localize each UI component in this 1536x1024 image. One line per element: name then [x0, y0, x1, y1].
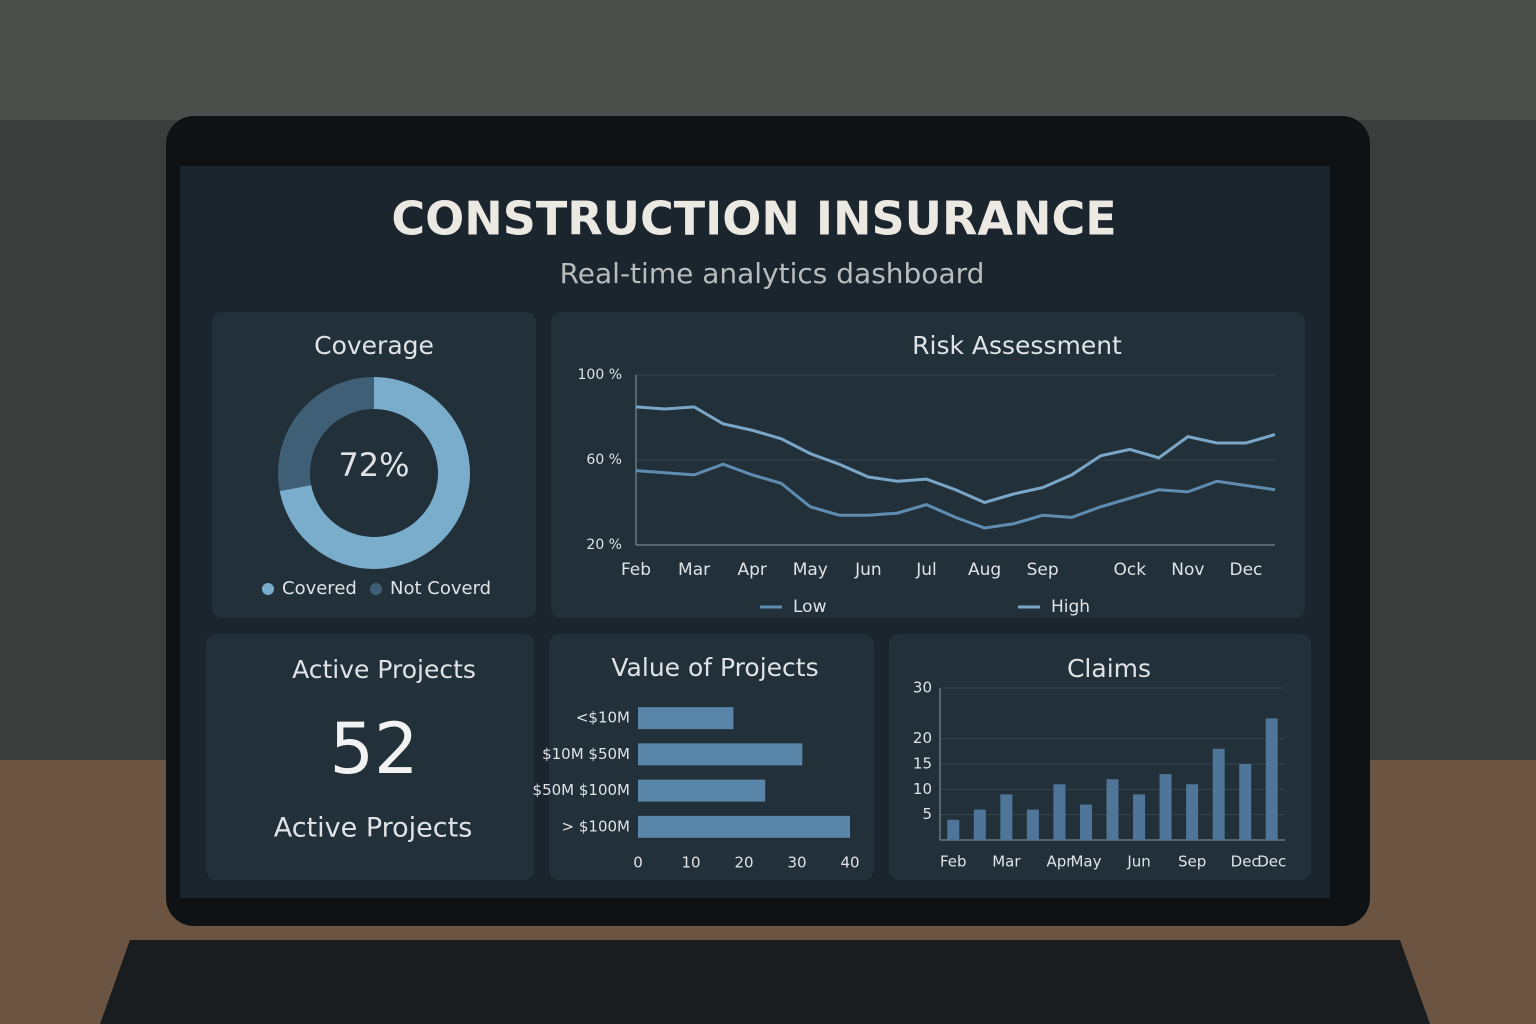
- line-series: [635, 405, 1276, 505]
- bar: [1265, 718, 1278, 840]
- y-tick-label: 30: [913, 679, 932, 697]
- x-tick-label: Mar: [992, 853, 1021, 871]
- x-tick-label: Jul: [915, 560, 937, 580]
- x-tick-label: Sep: [1178, 853, 1206, 871]
- x-tick-label: 40: [840, 854, 859, 872]
- y-tick-label: 60 %: [586, 452, 622, 468]
- x-tick-label: Feb: [621, 560, 651, 580]
- bar: [1106, 779, 1119, 840]
- chart-title: Risk Assessment: [912, 331, 1122, 360]
- x-tick-label: Jun: [1126, 853, 1150, 871]
- line-series: [635, 462, 1276, 530]
- x-tick-label: 20: [734, 854, 753, 872]
- y-tick-label: > $100M: [562, 817, 630, 835]
- bar: [638, 779, 766, 802]
- panel: [551, 312, 1305, 618]
- legend-swatch: [370, 583, 382, 595]
- x-tick-label: 10: [681, 854, 700, 872]
- y-tick-label: 20: [913, 729, 932, 747]
- bar: [1000, 794, 1013, 840]
- x-tick-label: 0: [633, 854, 643, 872]
- chart-title: Value of Projects: [611, 653, 818, 682]
- panel: [889, 634, 1311, 880]
- x-tick-label: 30: [787, 854, 806, 872]
- bar: [1079, 804, 1092, 840]
- y-tick-label: 100 %: [578, 367, 622, 383]
- y-tick-label: 5: [922, 805, 932, 823]
- panel: [212, 312, 536, 618]
- x-tick-label: Jun: [854, 560, 882, 580]
- bar: [1133, 794, 1146, 840]
- y-tick-label: 20 %: [586, 537, 622, 553]
- x-tick-label: Sep: [1027, 560, 1059, 580]
- center-label: 72%: [338, 446, 409, 484]
- dashboard-title: CONSTRUCTION INSURANCE: [391, 192, 1116, 246]
- bar: [638, 815, 850, 838]
- chart-title: Claims: [1067, 654, 1151, 683]
- x-tick-label: Mar: [678, 560, 710, 580]
- donut-slice: [279, 377, 470, 569]
- x-tick-label: Apr: [737, 560, 766, 580]
- x-tick-label: Nov: [1171, 560, 1204, 580]
- y-tick-label: $10M $50M: [542, 745, 630, 763]
- legend-label: High: [1051, 597, 1090, 617]
- kpi-caption: Active Projects: [274, 813, 473, 844]
- kpi-value: 52: [329, 708, 418, 790]
- legend-label: Covered: [282, 578, 357, 599]
- y-tick-label: <$10M: [576, 709, 630, 727]
- y-tick-label: 10: [913, 780, 932, 798]
- chart-title: Coverage: [314, 331, 434, 360]
- legend-label: Not Coverd: [390, 578, 491, 599]
- legend-swatch: [262, 583, 274, 595]
- dashboard-subtitle: Real-time analytics dashboard: [560, 257, 985, 290]
- bar: [1026, 809, 1039, 840]
- bar: [1053, 784, 1066, 840]
- x-tick-label: Dec: [1231, 853, 1260, 871]
- bar: [1239, 764, 1252, 840]
- y-tick-label: $50M $100M: [533, 781, 630, 799]
- x-tick-label: Aug: [968, 560, 1001, 580]
- bar: [947, 819, 960, 840]
- x-tick-label: Dec: [1257, 853, 1286, 871]
- bar: [973, 809, 986, 840]
- bar: [1159, 774, 1172, 840]
- bar: [638, 707, 734, 730]
- y-tick-label: 15: [913, 755, 932, 773]
- bar: [1186, 784, 1199, 840]
- bar: [638, 743, 803, 766]
- x-tick-label: May: [793, 560, 828, 580]
- window: [0, 0, 1536, 120]
- x-tick-label: Dec: [1230, 560, 1263, 580]
- x-tick-label: Ock: [1113, 560, 1146, 580]
- bar: [1212, 748, 1225, 840]
- panel: [206, 634, 534, 880]
- keyboard-deck: [100, 940, 1430, 1024]
- donut-slice: [277, 377, 374, 491]
- x-tick-label: Feb: [940, 853, 967, 871]
- legend-label: Low: [793, 597, 827, 617]
- kpi-title: Active Projects: [292, 655, 476, 684]
- x-tick-label: Apr: [1046, 853, 1073, 871]
- x-tick-label: May: [1070, 853, 1101, 871]
